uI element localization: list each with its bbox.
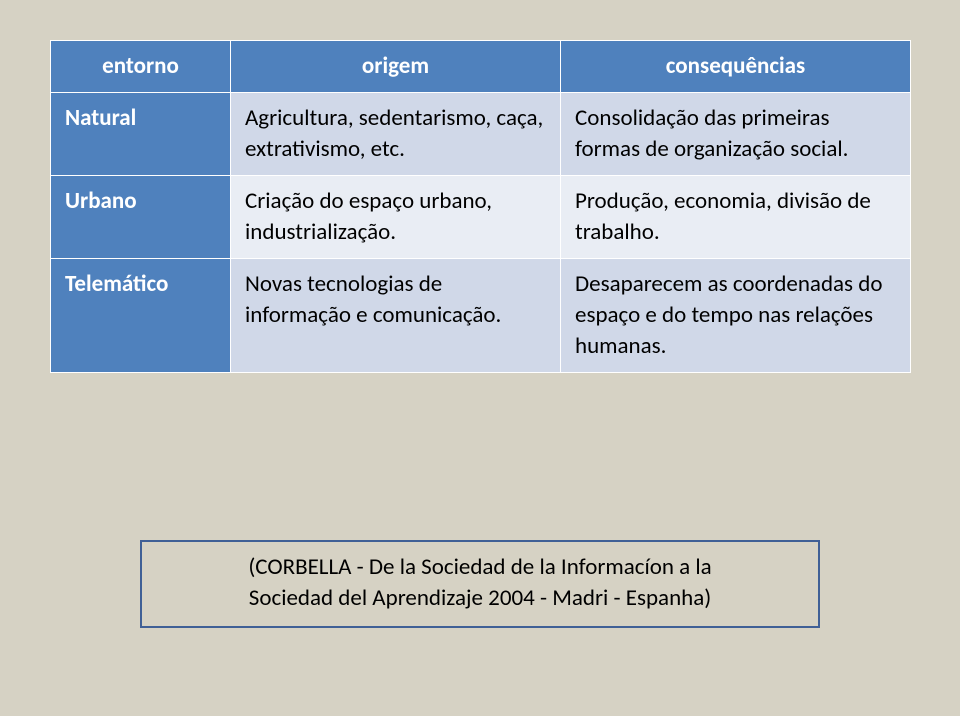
row-head-urbano: Urbano bbox=[51, 176, 231, 259]
entorno-table: entorno origem consequências Natural Agr… bbox=[50, 40, 911, 373]
table-header-row: entorno origem consequências bbox=[51, 41, 911, 93]
cell-natural-origin: Agricultura, sedentarismo, caça, extrati… bbox=[231, 93, 561, 176]
col-header-consequencias: consequências bbox=[561, 41, 911, 93]
cell-telematico-origin: Novas tecnologias de informação e comuni… bbox=[231, 259, 561, 373]
citation-line1: (CORBELLA - De la Sociedad de la Informa… bbox=[160, 552, 800, 583]
slide: entorno origem consequências Natural Agr… bbox=[0, 0, 960, 716]
col-header-entorno: entorno bbox=[51, 41, 231, 93]
citation-line2: Sociedad del Aprendizaje 2004 - Madri - … bbox=[160, 583, 800, 614]
table-row: Natural Agricultura, sedentarismo, caça,… bbox=[51, 93, 911, 176]
cell-urbano-conseq: Produção, economia, divisão de trabalho. bbox=[561, 176, 911, 259]
cell-urbano-origin: Criação do espaço urbano, industrializaç… bbox=[231, 176, 561, 259]
row-head-natural: Natural bbox=[51, 93, 231, 176]
cell-telematico-conseq: Desaparecem as coordenadas do espaço e d… bbox=[561, 259, 911, 373]
cell-natural-conseq: Consolidação das primeiras formas de org… bbox=[561, 93, 911, 176]
row-head-telematico: Telemático bbox=[51, 259, 231, 373]
table-row: Urbano Criação do espaço urbano, industr… bbox=[51, 176, 911, 259]
citation-box: (CORBELLA - De la Sociedad de la Informa… bbox=[140, 540, 820, 628]
table-row: Telemático Novas tecnologias de informaç… bbox=[51, 259, 911, 373]
col-header-origem: origem bbox=[231, 41, 561, 93]
